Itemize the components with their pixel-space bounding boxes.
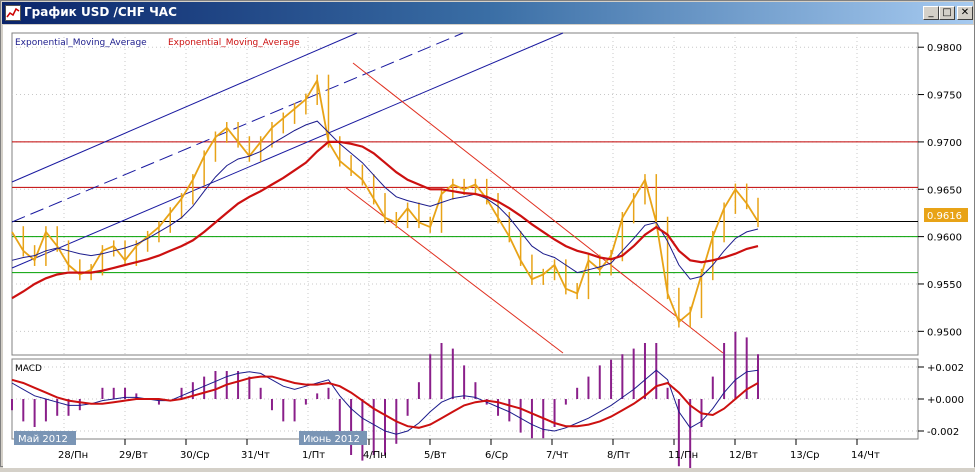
x-tick-label: 28/Пн (58, 450, 88, 461)
macd-axis: +0.002 +0.000 -0.002 (918, 363, 964, 438)
minimize-button[interactable]: _ (923, 6, 939, 20)
x-tick-label: 30/Ср (180, 450, 209, 461)
x-tick-label: 29/Вт (119, 450, 148, 461)
x-tick-label: 14/Чт (851, 450, 880, 461)
period-label-june: Июнь 2012 (303, 434, 360, 445)
chart-canvas[interactable]: 0.9800 0.9750 0.9700 0.9650 0.9600 0.9550 0.95… (3, 25, 974, 468)
y-tick-label: 0.9650 (927, 185, 962, 196)
x-tick-label: 5/Вт (424, 450, 447, 461)
legend-ema-fast: Exponential_Moving_Average (15, 38, 147, 48)
y-tick-label: +0.000 (927, 395, 964, 406)
x-tick-label: 12/Вт (729, 450, 758, 461)
y-tick-label: 0.9600 (927, 233, 962, 244)
y-tick-label: 0.9700 (927, 138, 962, 149)
macd-title: MACD (15, 364, 42, 374)
y-tick-label: 0.9500 (927, 327, 962, 338)
title-bar[interactable]: График USD /CHF ЧАС _ □ ✕ (2, 2, 973, 24)
price-axis: 0.9800 0.9750 0.9700 0.9650 0.9600 0.9550 0.95… (918, 43, 962, 338)
x-tick-label: 6/Ср (485, 450, 508, 461)
time-axis: 28/Пн 29/Вт 30/Ср 31/Чт 1/Пт 4/Пн 5/Вт 6/Ср 7/Чт… (58, 439, 880, 461)
x-tick-label: 13/Ср (790, 450, 819, 461)
y-tick-label: 0.9800 (927, 43, 962, 54)
x-tick-label: 31/Чт (241, 450, 270, 461)
legend-ema-slow: Exponential_Moving_Average (168, 38, 300, 48)
window-title: График USD /CHF ЧАС (24, 5, 177, 19)
y-tick-label: +0.002 (927, 363, 964, 374)
period-label-may: Май 2012 (18, 434, 68, 445)
x-tick-label: 11/Пн (668, 450, 698, 461)
x-tick-label: 7/Чт (546, 450, 569, 461)
maximize-button[interactable]: □ (939, 6, 955, 20)
close-button[interactable]: ✕ (957, 6, 973, 20)
y-tick-label: -0.002 (927, 427, 959, 438)
current-price-label: 0.9616 (927, 211, 962, 222)
x-tick-label: 1/Пт (302, 450, 325, 461)
y-tick-label: 0.9750 (927, 91, 962, 102)
x-tick-label: 4/Пн (363, 450, 387, 461)
y-tick-label: 0.9550 (927, 280, 962, 291)
x-tick-label: 8/Пт (607, 450, 630, 461)
chart-area[interactable]: 0.9800 0.9750 0.9700 0.9650 0.9600 0.9550 0.95… (3, 25, 974, 468)
chart-icon (5, 5, 21, 21)
